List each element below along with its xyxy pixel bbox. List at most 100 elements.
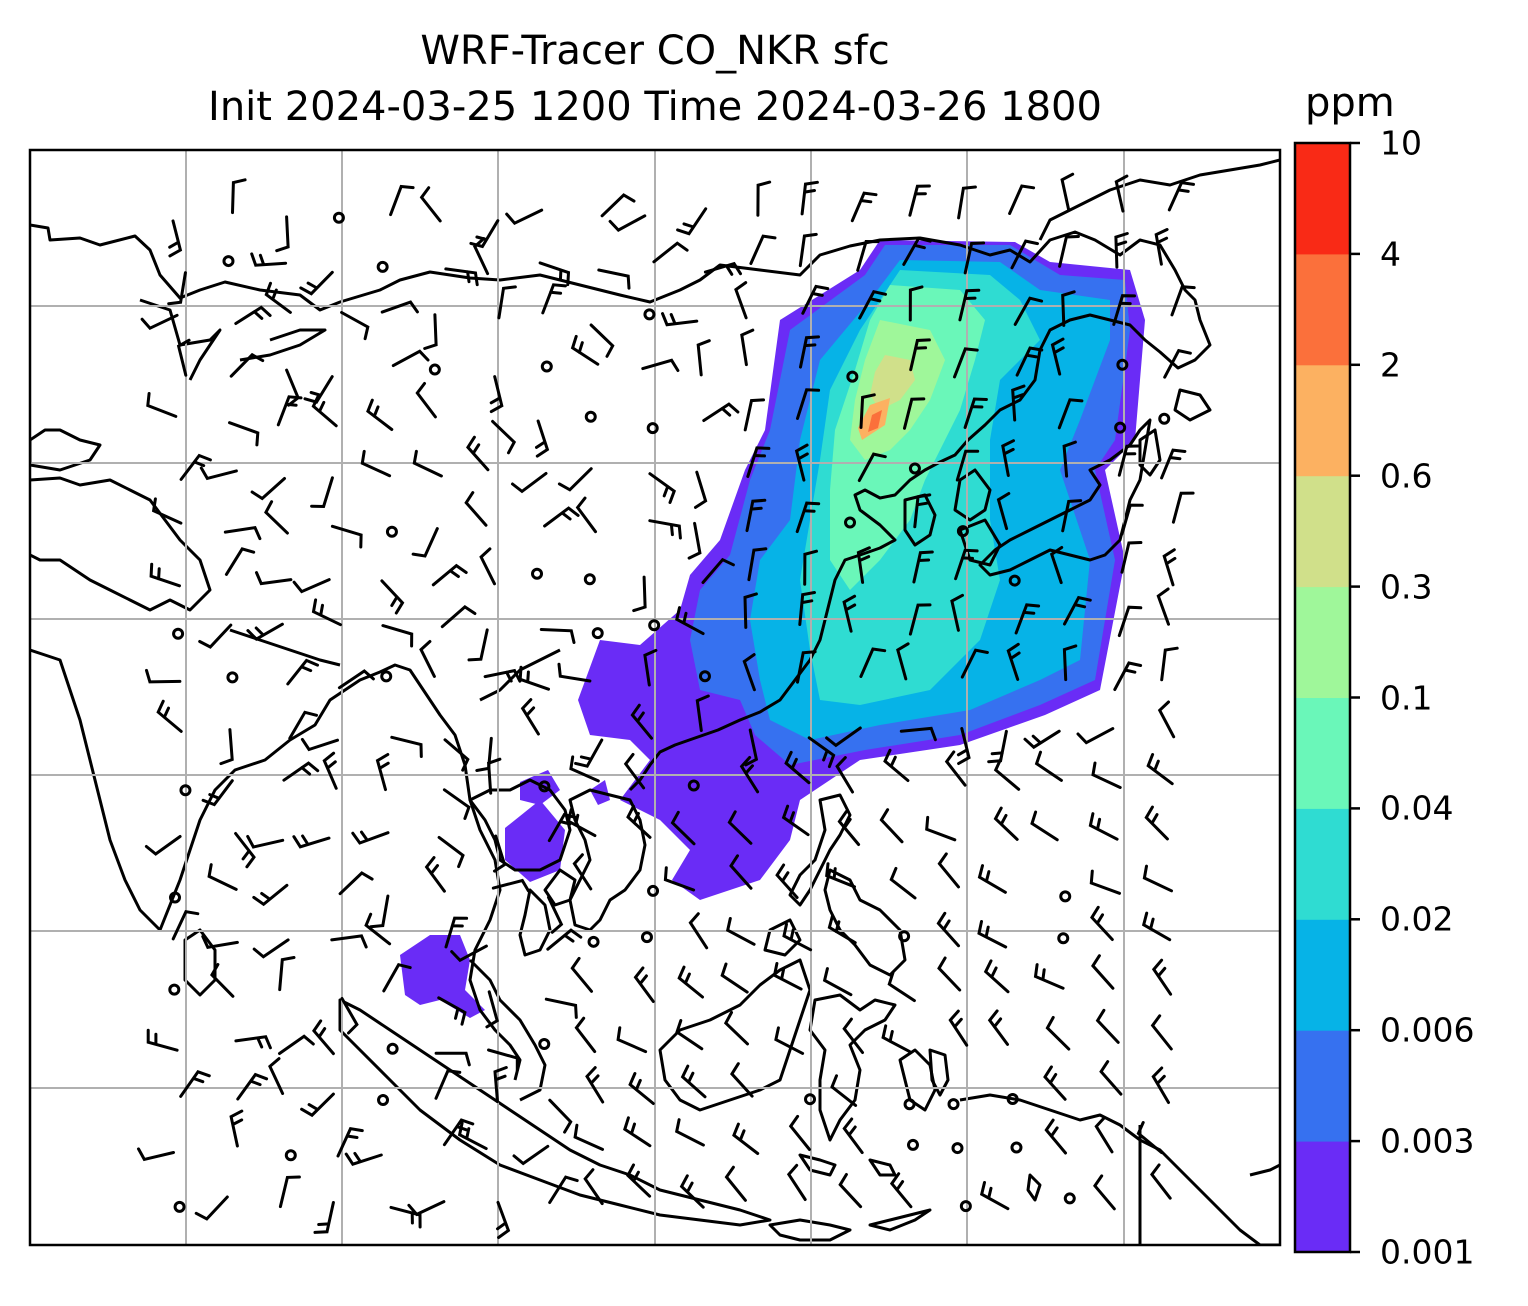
wind-barb [1050, 337, 1065, 376]
wind-barb [1045, 1016, 1071, 1051]
wind-barb [344, 1151, 383, 1166]
wind-barb [140, 313, 179, 331]
wind-barb [1151, 958, 1173, 996]
wind-barb [835, 756, 854, 794]
wind-barb [300, 737, 339, 752]
wind-barb [775, 863, 799, 899]
wind-barb [896, 642, 910, 681]
wind-barb [415, 382, 437, 419]
wind-barb [485, 990, 499, 1029]
wind-barb [979, 1181, 1010, 1211]
wind-barb [419, 640, 436, 678]
wind-barb [434, 1069, 462, 1100]
wind-barb [830, 1074, 858, 1107]
wind-barb [955, 449, 980, 482]
calm-marker [804, 1093, 817, 1106]
wind-barb [623, 1116, 652, 1148]
wind-barb [977, 920, 1008, 949]
wind-barb [252, 883, 289, 907]
wind-barb [842, 1017, 864, 1054]
wind-barb [312, 1019, 335, 1056]
calm-marker [640, 931, 653, 944]
wind-barb [739, 756, 760, 794]
wind-barb [375, 753, 390, 792]
wind-barb [229, 352, 265, 378]
wind-barb [557, 662, 592, 683]
wind-barb [1076, 727, 1115, 745]
wind-barb [389, 184, 415, 217]
calm-marker [1008, 574, 1021, 587]
wind-barb [772, 962, 803, 991]
calm-marker [1057, 932, 1070, 945]
wind-barb [144, 835, 182, 856]
wind-barb [661, 312, 699, 327]
colorbar-tick-label: 0.001 [1380, 1232, 1475, 1272]
wind-barb [675, 606, 705, 636]
wind-barb [1163, 348, 1192, 379]
wind-barb [1062, 644, 1078, 682]
wind-barb [956, 727, 971, 765]
wind-barb [311, 393, 338, 428]
wind-barb [937, 956, 962, 992]
calm-marker [538, 780, 551, 793]
wind-barb [566, 808, 597, 838]
wind-barb [858, 289, 887, 320]
wind-barb [437, 835, 465, 869]
wind-barb [807, 736, 836, 769]
wind-barb [389, 1205, 422, 1229]
colorbar-tick-label: 10 [1380, 123, 1422, 163]
wind-barb [743, 592, 758, 629]
wind-barb [948, 1009, 969, 1047]
wind-barb [827, 914, 857, 945]
wind-barb [730, 1062, 754, 1098]
wind-barb [696, 339, 711, 377]
calm-marker [687, 779, 700, 792]
wind-barb [575, 496, 597, 534]
wind-barb [1160, 646, 1179, 682]
wind-barb [626, 804, 652, 839]
wind-barb [487, 1048, 519, 1072]
calm-marker [226, 671, 239, 684]
wind-barb [340, 997, 359, 1035]
wind-barb [268, 1057, 285, 1095]
wind-barb [688, 912, 709, 950]
wind-barb [151, 497, 183, 525]
calm-marker [584, 410, 597, 423]
calm-marker [540, 360, 553, 373]
calm-marker [332, 211, 345, 224]
wind-barb [1034, 750, 1063, 782]
wind-barb [337, 669, 375, 690]
wind-barb [278, 1175, 301, 1209]
wind-barb [336, 1127, 364, 1158]
wind-barb [825, 862, 856, 889]
calm-marker [1010, 1141, 1023, 1154]
wind-barb [1150, 1014, 1173, 1051]
wind-barb [957, 185, 977, 220]
wind-barb [234, 305, 272, 325]
wind-barb [250, 252, 288, 267]
wind-barb [543, 506, 580, 528]
wind-barb [1030, 810, 1059, 842]
wind-barb [850, 191, 878, 223]
wind-barb [1061, 290, 1076, 327]
wind-barb [908, 285, 924, 322]
wind-barb [338, 871, 374, 896]
wind-barb [1141, 911, 1172, 942]
colorbar-tick-label: 0.006 [1380, 1010, 1475, 1050]
wind-barb [1044, 1118, 1067, 1155]
wind-barb [794, 443, 809, 482]
wind-barb [1117, 444, 1141, 477]
wind-barb [1001, 439, 1015, 477]
wind-barb [1120, 541, 1143, 574]
wind-barb [1171, 491, 1195, 524]
wind-barb [676, 207, 708, 236]
wind-barb [229, 1109, 244, 1148]
wind-barb [1063, 595, 1092, 626]
wind-barb [300, 1092, 335, 1118]
wind-barb [276, 395, 303, 427]
wind-barb [703, 261, 742, 276]
calm-marker [386, 1042, 399, 1055]
wind-barb [987, 1009, 1009, 1046]
wind-barb [912, 550, 934, 584]
wind-barb [1146, 753, 1174, 786]
